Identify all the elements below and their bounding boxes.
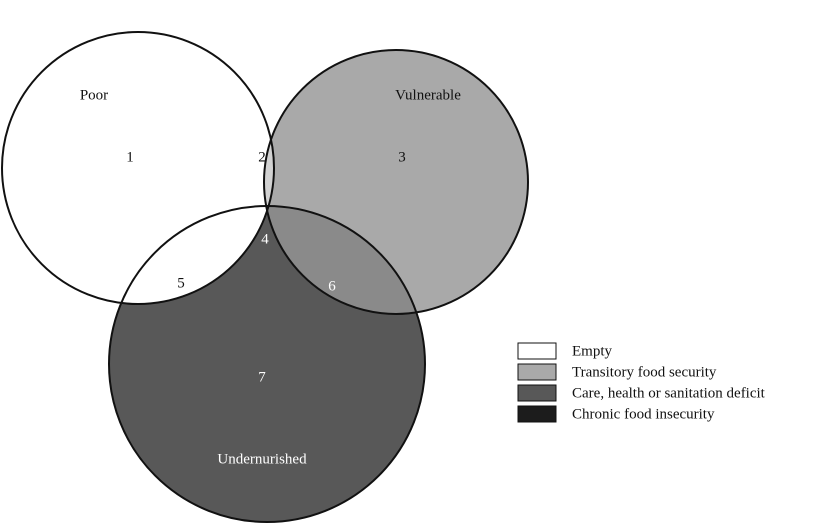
legend-label: Chronic food insecurity: [572, 406, 715, 422]
undernourished-outline: [108, 205, 426, 523]
region-number: 3: [398, 149, 406, 165]
legend-swatch: [517, 363, 557, 381]
legend-label: Care, health or sanitation deficit: [572, 385, 766, 401]
region-vulnerable-undernourished: [264, 206, 425, 314]
legend: [517, 342, 557, 423]
region-number: 4: [261, 231, 269, 247]
region-number: 5: [177, 275, 185, 291]
set-label: Undernurished: [217, 451, 307, 467]
legend-label: Empty: [572, 343, 612, 359]
region-poor-undernourished: [109, 206, 274, 304]
set-label: Poor: [80, 87, 108, 103]
legend-swatch: [517, 405, 557, 423]
region-number: 6: [328, 278, 336, 294]
poor-outline: [1, 31, 275, 305]
vulnerable-outline: [263, 49, 529, 315]
legend-label: Transitory food security: [572, 364, 717, 380]
set-label: Vulnerable: [395, 87, 461, 103]
region-number: 1: [126, 149, 134, 165]
legend-swatch: [517, 342, 557, 360]
region-number: 7: [258, 369, 266, 385]
region-number: 2: [258, 149, 266, 165]
legend-swatch: [517, 384, 557, 402]
